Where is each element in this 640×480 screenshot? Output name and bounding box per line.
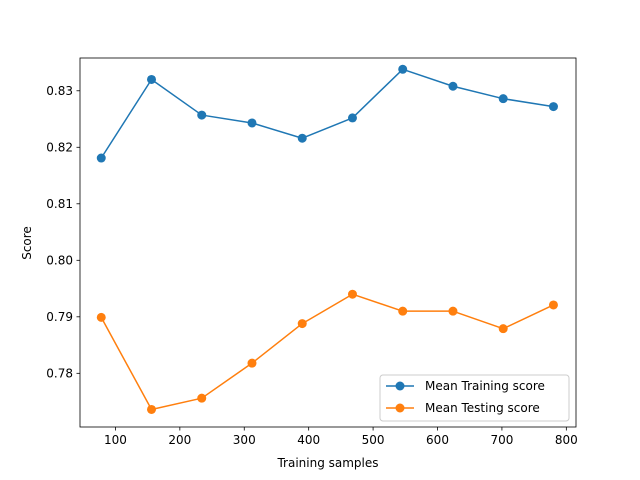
x-tick-label: 400	[297, 433, 320, 447]
x-tick-label: 700	[490, 433, 513, 447]
data-point-training	[448, 81, 458, 91]
data-point-testing	[247, 358, 257, 368]
y-axis-ticks: 0.78 0.79 0.80 0.81 0.82 0.83	[46, 84, 80, 380]
data-point-training	[96, 153, 106, 163]
data-point-testing	[147, 404, 157, 414]
data-point-training	[398, 64, 408, 74]
y-tick-label: 0.82	[46, 140, 73, 154]
y-tick-label: 0.83	[46, 84, 73, 98]
legend-label-training: Mean Training score	[425, 379, 545, 393]
legend: Mean Training score Mean Testing score	[379, 374, 570, 422]
y-tick-label: 0.80	[46, 253, 73, 267]
data-point-testing	[297, 319, 307, 329]
legend-label-testing: Mean Testing score	[425, 401, 540, 415]
y-tick-label: 0.79	[46, 310, 73, 324]
x-tick-label: 100	[104, 433, 127, 447]
data-point-testing	[96, 312, 106, 322]
x-tick-label: 200	[168, 433, 191, 447]
legend-marker-testing	[395, 403, 405, 413]
data-point-training	[297, 133, 307, 143]
data-point-testing	[548, 300, 558, 310]
data-point-testing	[448, 306, 458, 316]
series-line-training	[100, 68, 554, 159]
series-line-testing	[100, 293, 554, 411]
y-tick-label: 0.78	[46, 366, 73, 380]
plot-background	[80, 58, 576, 427]
y-tick-label: 0.81	[46, 197, 73, 211]
y-axis-label: Score	[20, 226, 34, 260]
data-point-training	[197, 110, 207, 120]
x-tick-label: 800	[555, 433, 578, 447]
data-point-training	[247, 118, 257, 128]
data-point-training	[347, 113, 357, 123]
legend-box	[379, 374, 570, 422]
data-point-testing	[398, 306, 408, 316]
x-axis-ticks: 100 200 300 400 500 600 700 800	[104, 427, 578, 447]
data-point-testing	[197, 393, 207, 403]
data-point-testing	[498, 324, 508, 334]
data-point-training	[548, 102, 558, 112]
axes-layer	[79, 57, 577, 428]
legend-marker-training	[395, 381, 405, 391]
data-point-training	[498, 94, 508, 104]
x-tick-label: 300	[233, 433, 256, 447]
x-axis-label: Training samples	[276, 456, 378, 470]
data-point-training	[147, 74, 157, 84]
series-layer	[96, 64, 558, 414]
data-point-testing	[347, 289, 357, 299]
x-tick-label: 500	[362, 433, 385, 447]
x-tick-label: 600	[426, 433, 449, 447]
plot-frame	[79, 57, 577, 428]
